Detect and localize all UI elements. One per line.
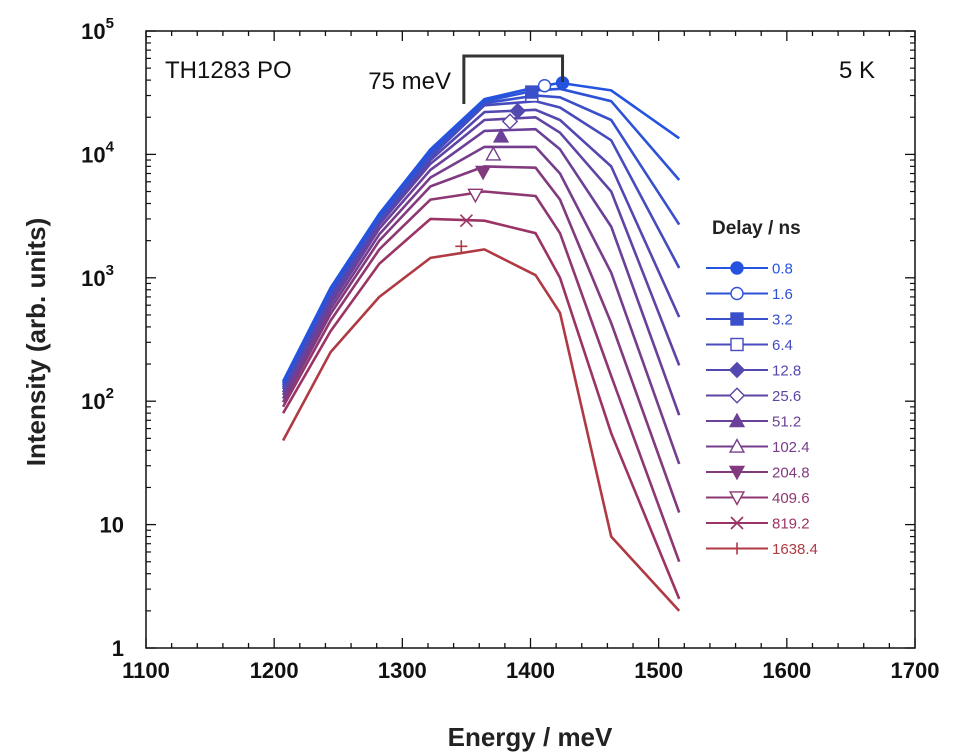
legend-marker	[728, 412, 746, 428]
legend-entry: 3.2	[706, 312, 793, 329]
x-tick-label: 1100	[122, 658, 170, 683]
series-line-102.4	[281, 145, 681, 465]
x-tick-label: 1700	[891, 658, 940, 683]
data-marker-409.6	[467, 188, 484, 204]
legend-label: 102.4	[772, 439, 810, 456]
series-line-12.8	[281, 108, 681, 390]
legend-label: 1638.4	[772, 541, 818, 558]
legend-entry: 409.6	[706, 490, 810, 507]
legend-marker	[730, 337, 744, 352]
temperature-label: 5 K	[839, 57, 875, 84]
annotation-backdrop	[340, 45, 455, 95]
legend: Delay / ns 0.8 1.6 3.2 6.4 12.8 25.6 51.2 102.4…	[706, 218, 818, 558]
legend-label: 204.8	[772, 465, 810, 482]
x-axis-title: Energy / meV	[448, 722, 613, 752]
legend-entry: 25.6	[706, 387, 801, 405]
data-marker-12.8	[509, 102, 526, 120]
series-layer	[281, 81, 681, 612]
marker-layer	[455, 76, 570, 253]
y-tick-label: 102	[81, 385, 114, 414]
legend-marker	[731, 542, 743, 555]
minor-ticks	[146, 31, 915, 648]
legend-entry: 12.8	[706, 361, 801, 380]
legend-entry: 6.4	[706, 337, 793, 354]
legend-entry: 102.4	[706, 438, 810, 456]
legend-label: 12.8	[772, 363, 801, 380]
legend-label: 51.2	[772, 414, 801, 431]
data-marker-1.6	[537, 79, 552, 93]
legend-marker	[728, 361, 746, 379]
data-marker-51.2	[492, 128, 510, 143]
legend-label: 409.6	[772, 490, 810, 507]
legend-marker	[728, 438, 746, 453]
legend-entry: 204.8	[706, 465, 810, 482]
legend-entry: 51.2	[706, 412, 801, 431]
y-tick-label: 10	[100, 513, 124, 538]
series-line-819.2	[281, 217, 681, 600]
annotation-backdrop	[160, 45, 350, 93]
legend-marker	[730, 312, 744, 326]
shift-label: 75 meV	[368, 68, 451, 95]
legend-marker	[730, 286, 744, 301]
plot-frame	[145, 30, 916, 649]
data-marker-25.6	[501, 113, 519, 130]
legend-label: 0.8	[772, 261, 793, 278]
x-tick-label: 1400	[506, 658, 555, 683]
x-tick-label: 1500	[634, 658, 683, 683]
y-tick-label: 105	[81, 15, 114, 44]
legend-entry: 1.6	[706, 286, 793, 303]
y-tick-label: 1	[112, 636, 124, 661]
series-line-409.6	[281, 190, 681, 563]
y-tick-label: 104	[81, 138, 114, 167]
legend-marker	[728, 491, 746, 506]
legend-marker	[728, 465, 746, 481]
data-marker-204.8	[474, 165, 492, 181]
series-line-1638.4	[281, 248, 681, 612]
series-line-0.8	[281, 81, 680, 382]
legend-label: 1.6	[772, 286, 793, 303]
data-marker-1638.4	[455, 240, 468, 253]
x-tick-label: 1300	[378, 658, 427, 683]
y-axis-title: Intensity (arb. units)	[21, 218, 51, 466]
major-ticks	[145, 30, 916, 649]
series-line-51.2	[281, 127, 681, 416]
legend-label: 3.2	[772, 312, 793, 329]
legend-entry: 819.2	[706, 516, 810, 533]
x-tick-label: 1200	[250, 658, 299, 683]
legend-marker	[730, 516, 744, 530]
series-line-25.6	[281, 116, 681, 393]
legend-title: Delay / ns	[712, 218, 801, 239]
sample-label: TH1283 PO	[165, 57, 292, 84]
legend-label: 6.4	[772, 337, 793, 354]
legend-entry: 0.8	[706, 261, 793, 278]
annotation-backdrop	[808, 45, 893, 93]
legend-marker	[728, 387, 746, 404]
x-tick-labels: 1100 1200 1300 1400 1500 1600 1700	[122, 658, 939, 683]
legend-marker	[730, 261, 744, 275]
data-marker-819.2	[459, 214, 473, 228]
legend-entry: 1638.4	[706, 541, 818, 558]
legend-label: 819.2	[772, 516, 810, 533]
legend-label: 25.6	[772, 388, 801, 405]
data-marker-3.2	[525, 85, 539, 99]
data-marker-102.4	[485, 146, 502, 161]
x-tick-label: 1600	[762, 658, 811, 683]
shift-bracket	[462, 54, 565, 104]
y-tick-labels: 1 10 102 103 104 105	[81, 15, 124, 661]
y-tick-label: 103	[81, 262, 114, 291]
